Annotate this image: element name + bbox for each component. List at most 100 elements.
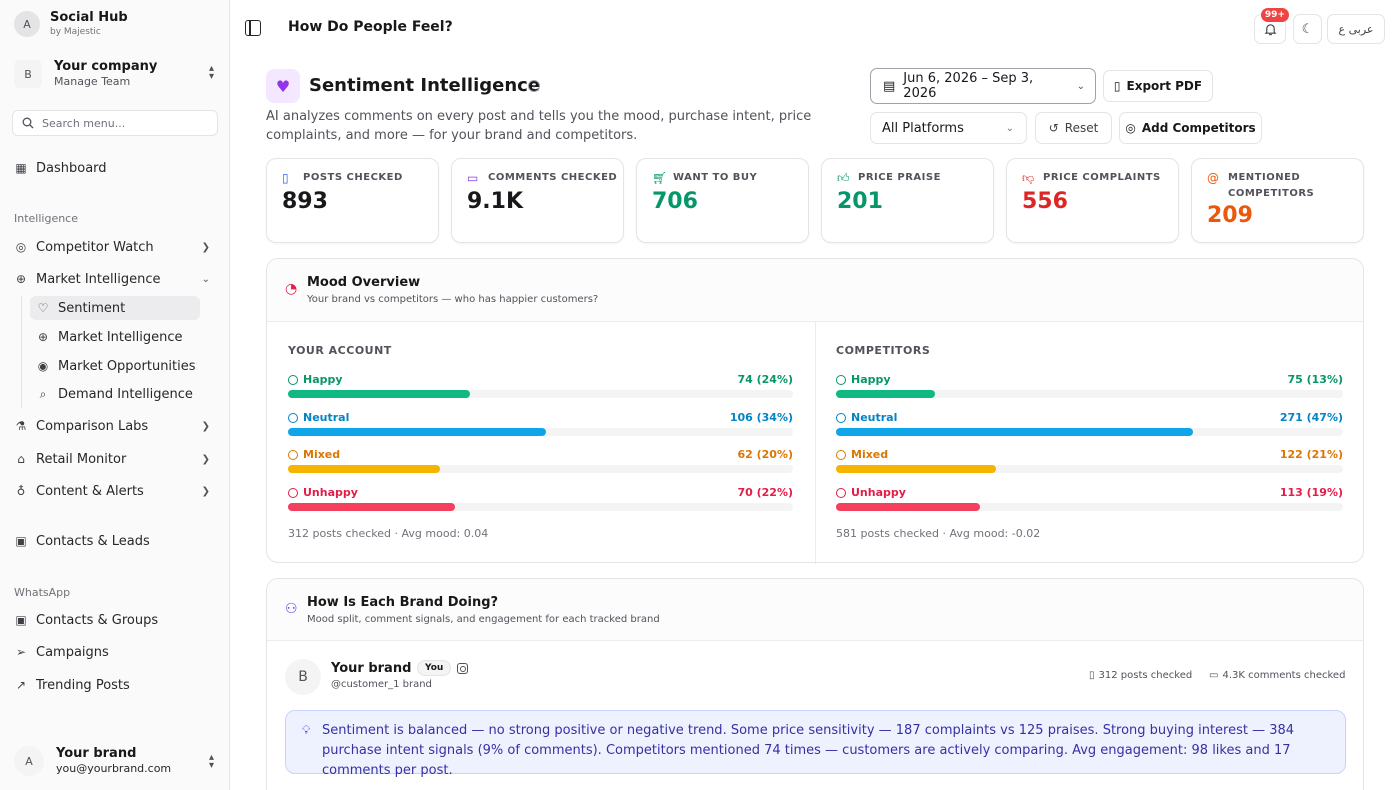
moon-icon: ☾ [1301,21,1314,37]
mood-bar-fill [836,503,981,511]
sidebar-item-contacts-groups[interactable]: ▣ Contacts & Groups [14,608,218,632]
flask-icon: ⚗ [15,419,27,433]
file-icon: ▯ [1089,670,1095,681]
bell-icon [1264,23,1276,35]
app-avatar: A [14,11,40,37]
contact-card-icon: ▣ [15,613,27,627]
chevron-down-icon: ⌄ [201,273,210,285]
app-name: Social Hub [50,10,128,25]
mood-row-label: Neutral [836,411,897,424]
company-avatar: B [14,60,42,88]
sidebar-subitem-market-opportunities[interactable]: ◉ Market Opportunities [30,354,200,378]
stat-card: ▭ COMMENTS CHECKED 9.1K [451,158,624,243]
stat-card: 👎︎ PRICE COMPLAINTS 556 [1006,158,1179,243]
smiley-icon [836,374,846,385]
mood-row-value: 62 (20%) [737,448,793,461]
mood-row-value: 75 (13%) [1287,373,1343,386]
reset-button[interactable]: ↺ Reset [1035,112,1112,144]
theme-toggle-button[interactable]: ☾ [1293,14,1322,44]
sidebar-item-dashboard[interactable]: ▦ Dashboard [14,156,218,180]
app-header[interactable]: A Social Hub by Majestic [14,10,128,38]
user-menu[interactable]: A Your brand you@yourbrand.com ▴ ▾ [14,742,220,780]
export-pdf-label: Export PDF [1126,79,1203,93]
add-competitors-button[interactable]: ◎ Add Competitors [1119,112,1262,144]
chevron-updown-icon: ▴ ▾ [208,63,214,82]
stat-value: 201 [837,189,883,214]
brand-performance-title: How Is Each Brand Doing? [307,595,499,610]
brand-insight-text: Sentiment is balanced — no strong positi… [322,723,1295,778]
date-range-picker[interactable]: ▤ Jun 6, 2026 – Sep 3, 2026 ⌄ [870,68,1096,104]
stat-label: WANT TO BUY [673,172,758,183]
mood-label-text: Mixed [303,448,341,461]
sidebar-item-label: Campaigns [36,644,109,660]
mood-bar-fill [836,465,996,473]
mood-label-text: Happy [851,373,891,386]
mood-bar-track [288,503,793,511]
chevron-right-icon: ❯ [201,420,210,432]
sidebar-item-competitor-watch[interactable]: ◎ Competitor Watch ❯ [14,235,218,259]
sidebar-item-label: Retail Monitor [36,451,127,467]
stat-card: 👍︎ PRICE PRAISE 201 [821,158,994,243]
brand-name: Your brand [331,661,412,676]
mood-row-value: 122 (21%) [1279,448,1343,461]
company-switcher[interactable]: B Your company Manage Team ▴ ▾ [14,56,220,92]
sidebar-subitem-demand-intelligence[interactable]: ⌕ Demand Intelligence [30,382,200,406]
brand-posts-checked: ▯ 312 posts checked [1089,670,1192,681]
sidebar-item-content-alerts[interactable]: ♁ Content & Alerts ❯ [14,479,218,503]
sidebar-item-contacts-leads[interactable]: ▣ Contacts & Leads [14,529,218,553]
chevron-right-icon: ❯ [201,453,210,465]
stat-label: PRICE PRAISE [858,172,941,183]
mood-column-title: COMPETITORS [836,344,931,357]
smiley-icon [288,449,298,460]
users-icon: ⚇ [285,601,298,617]
sidebar-item-label: Content & Alerts [36,483,144,499]
user-name: Your brand [56,746,137,761]
you-badge: You [417,660,452,676]
platform-select[interactable]: All Platforms ⌄ [870,112,1027,144]
mood-bar-fill [836,390,935,398]
at-sign-icon: @ [1207,171,1219,185]
file-icon: ▯ [1113,79,1121,93]
mood-label-text: Unhappy [303,486,358,499]
sidebar-item-campaigns[interactable]: ➢ Campaigns [14,640,218,664]
brand-insight-box: 💡︎ Sentiment is balanced — no strong pos… [285,710,1346,778]
info-icon[interactable]: i [528,80,540,92]
mood-row-label: Unhappy [288,486,358,499]
mood-column-footer: 312 posts checked · Avg mood: 0.04 [288,527,489,540]
brand-comments-label: 4.3K comments checked [1222,670,1346,681]
sidebar-item-comparison-labs[interactable]: ⚗ Comparison Labs ❯ [14,414,218,438]
lightbulb-icon: ♁ [16,484,26,498]
trending-up-icon: ↗ [15,678,27,692]
mood-bar-track [836,465,1343,473]
sidebar-item-retail-monitor[interactable]: ⌂ Retail Monitor ❯ [14,447,218,471]
export-pdf-button[interactable]: ▯ Export PDF [1103,70,1213,102]
stat-label: COMMENTS CHECKED [488,172,618,183]
sidebar-item-market-intelligence[interactable]: ⊕ Market Intelligence ⌄ [14,267,218,291]
sidebar-toggle-icon[interactable] [245,20,261,36]
mood-bar-fill [288,503,455,511]
add-competitors-label: Add Competitors [1141,121,1256,135]
mood-column-title: YOUR ACCOUNT [288,344,392,357]
sidebar-item-label: Comparison Labs [36,418,149,434]
mood-bar-fill [288,390,470,398]
mood-bar-track [288,390,793,398]
language-toggle-button[interactable]: عربى ع [1327,14,1385,44]
mood-bar-fill [836,428,1194,436]
sidebar-subitem-sentiment[interactable]: ♡ Sentiment [30,296,200,320]
mood-bar-fill [288,465,440,473]
message-icon: ▭ [467,171,479,185]
sidebar-item-label: Dashboard [36,160,107,176]
sidebar-item-trending-posts[interactable]: ↗ Trending Posts [14,673,218,697]
chevron-down-icon: ⌄ [1076,80,1085,92]
notifications-button[interactable]: 99+ [1254,8,1289,44]
mood-overview-card: ◔ Mood Overview Your brand vs competitor… [266,258,1364,564]
sidebar-subitem-market-intelligence[interactable]: ⊕ Market Intelligence [30,325,200,349]
sidebar: A Social Hub by Majestic B Your company … [0,0,230,790]
brand-handle: @customer_1 brand [331,679,432,690]
mood-overview-subtitle: Your brand vs competitors — who has happ… [307,294,599,305]
search-icon [22,117,34,129]
section-description: AI analyzes comments on every post and t… [266,109,812,143]
search-input[interactable]: Search menu... [12,110,218,136]
page-title: How Do People Feel? [288,19,453,35]
brand-performance-header: ⚇ How Is Each Brand Doing? Mood split, c… [267,579,1363,641]
